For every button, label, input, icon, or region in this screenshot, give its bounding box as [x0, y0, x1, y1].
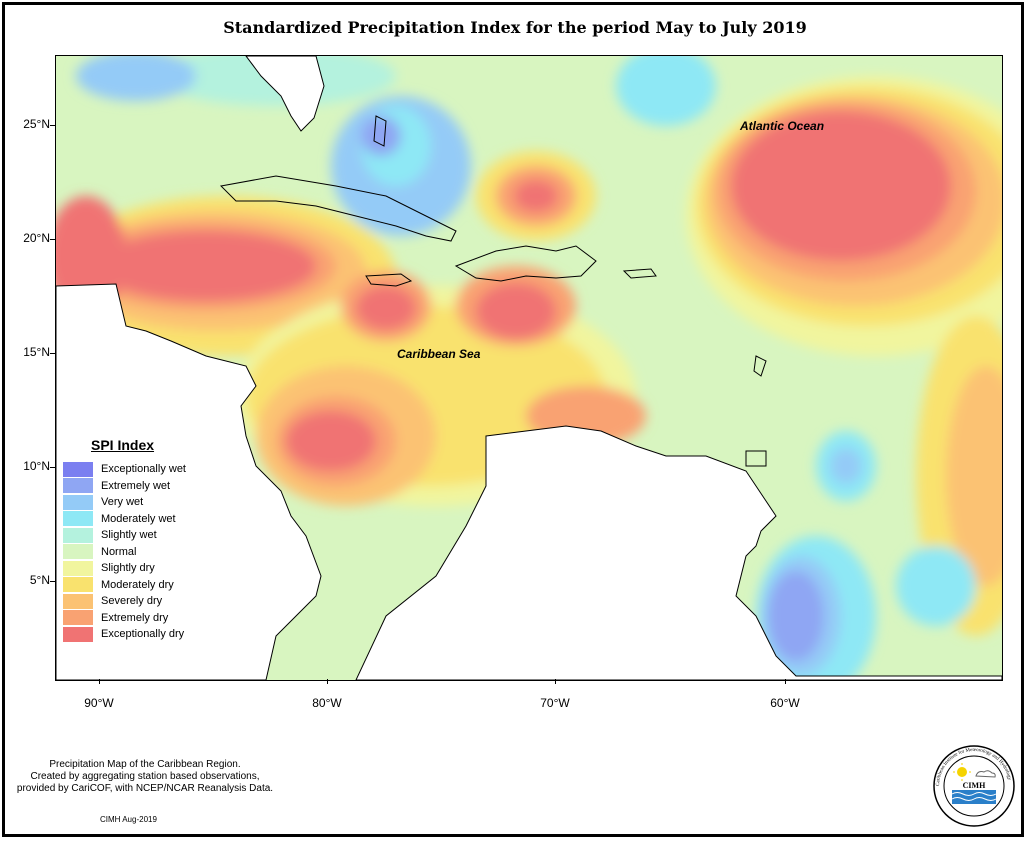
credit-text: CIMH Aug-2019 — [100, 815, 157, 824]
lon-label: 70°W — [540, 696, 570, 710]
legend-item: Extremely wet — [63, 478, 213, 495]
legend-item: Exceptionally dry — [63, 626, 213, 643]
footnote-line: Created by aggregating station based obs… — [30, 771, 260, 782]
legend-item: Severely dry — [63, 593, 213, 610]
legend-swatch — [63, 527, 93, 543]
cimh-logo-graphic: Caribbean Institute for Meteorology and … — [933, 745, 1015, 827]
legend-item: Moderately dry — [63, 577, 213, 594]
legend-label: Extremely wet — [101, 479, 171, 492]
legend-title: SPI Index — [91, 437, 155, 453]
lon-label: 80°W — [312, 696, 342, 710]
island-outlines — [219, 115, 767, 467]
legend-item: Slightly wet — [63, 527, 213, 544]
lat-label: 10°N — [23, 459, 50, 473]
cuba-outline — [219, 175, 457, 242]
legend-item: Extremely dry — [63, 610, 213, 627]
legend-swatch — [63, 626, 93, 642]
trinidad-outline — [745, 450, 767, 467]
spi-map — [55, 55, 1003, 681]
lat-tick — [50, 467, 55, 468]
lon-tick — [785, 679, 786, 684]
legend-swatch — [63, 494, 93, 510]
lesser-antilles-outline — [753, 355, 767, 377]
legend-label: Moderately wet — [101, 512, 176, 525]
spi-legend: SPI Index Exceptionally wet Extremely wet… — [63, 437, 213, 643]
footnote-line: provided by CariCOF, with NCEP/NCAR Rean… — [16, 783, 274, 794]
legend-label: Slightly wet — [101, 529, 157, 542]
lat-label: 15°N — [23, 345, 50, 359]
footnote: Precipitation Map of the Caribbean Regio… — [5, 759, 285, 795]
lon-label: 60°W — [770, 696, 800, 710]
legend-label: Extremely dry — [101, 611, 169, 624]
legend-swatch — [63, 511, 93, 527]
lat-label: 25°N — [23, 117, 50, 131]
legend-label: Very wet — [101, 496, 144, 509]
legend-label: Normal — [101, 545, 137, 558]
spi-map-canvas — [56, 56, 1002, 680]
south-america-land — [355, 425, 1002, 680]
legend-item: Very wet — [63, 494, 213, 511]
lon-label: 90°W — [84, 696, 114, 710]
map-title: Standardized Precipitation Index for the… — [223, 18, 807, 37]
central-america-land — [56, 283, 322, 680]
jamaica-outline — [365, 273, 413, 287]
legend-swatch — [63, 560, 93, 576]
legend-items: Exceptionally wet Extremely wet Very wet Mo… — [63, 461, 213, 643]
footnote-line: Precipitation Map of the Caribbean Regio… — [49, 759, 241, 770]
bahamas-outline — [373, 115, 387, 147]
legend-item: Slightly dry — [63, 560, 213, 577]
hispaniola-outline — [454, 245, 597, 282]
legend-swatch — [63, 544, 93, 560]
legend-swatch — [63, 610, 93, 626]
legend-swatch — [63, 461, 93, 477]
legend-swatch — [63, 593, 93, 609]
lat-label: 5°N — [29, 573, 50, 587]
legend-label: Slightly dry — [101, 562, 155, 575]
lat-tick — [50, 581, 55, 582]
land-masses — [56, 56, 1002, 680]
lat-label: 20°N — [23, 231, 50, 245]
lat-tick — [50, 353, 55, 354]
legend-swatch — [63, 577, 93, 593]
lat-tick — [50, 125, 55, 126]
legend-label: Exceptionally wet — [101, 463, 186, 476]
legend-swatch — [63, 478, 93, 494]
cimh-logo: Caribbean Institute for Meteorology and … — [932, 744, 1016, 828]
lat-tick — [50, 239, 55, 240]
caribbean-sea-label: Caribbean Sea — [397, 347, 481, 361]
lon-tick — [555, 679, 556, 684]
lon-tick — [327, 679, 328, 684]
legend-label: Exceptionally dry — [101, 628, 185, 641]
legend-item: Normal — [63, 544, 213, 561]
legend-item: Moderately wet — [63, 511, 213, 528]
lon-tick — [99, 679, 100, 684]
florida-land — [245, 56, 325, 132]
legend-label: Severely dry — [101, 595, 163, 608]
logo-text: CIMH — [963, 781, 986, 790]
legend-label: Moderately dry — [101, 578, 174, 591]
puerto-rico-outline — [622, 268, 657, 279]
legend-item: Exceptionally wet — [63, 461, 213, 478]
atlantic-ocean-label: Atlantic Ocean — [740, 119, 825, 133]
